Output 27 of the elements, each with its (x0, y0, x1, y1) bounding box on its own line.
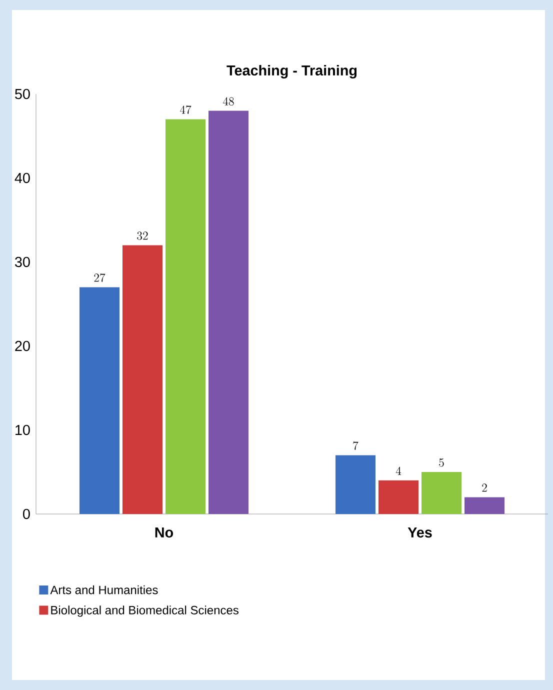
x-tick-label: No (155, 528, 174, 538)
y-tick-label: 30 (15, 256, 30, 268)
data-label: 5 (439, 458, 444, 467)
bar (335, 455, 376, 514)
y-tick-label: 50 (15, 88, 30, 100)
chart-title: Teaching - Training (226, 64, 357, 78)
data-label: 4 (396, 466, 402, 475)
bar (208, 110, 248, 514)
y-tick-label: 0 (23, 508, 30, 520)
y-tick-label: 40 (14, 172, 30, 184)
y-tick-label: 20 (15, 340, 30, 352)
data-label: 27 (94, 274, 106, 282)
data-label: 2 (482, 484, 487, 492)
bar (378, 480, 418, 514)
bar (166, 119, 206, 514)
data-label: 7 (353, 442, 358, 450)
bar (122, 245, 162, 514)
data-label: 32 (137, 232, 148, 240)
data-label: 48 (222, 97, 234, 106)
legend-label: Arts and Humanities (50, 585, 158, 594)
x-tick-label: Yes (408, 528, 432, 538)
bar (80, 287, 120, 514)
bar (421, 472, 462, 514)
bar (464, 497, 504, 514)
legend-label: Biological and Biomedical Sciences (51, 606, 238, 617)
data-label: 47 (180, 106, 192, 114)
y-tick-label: 10 (16, 424, 30, 436)
